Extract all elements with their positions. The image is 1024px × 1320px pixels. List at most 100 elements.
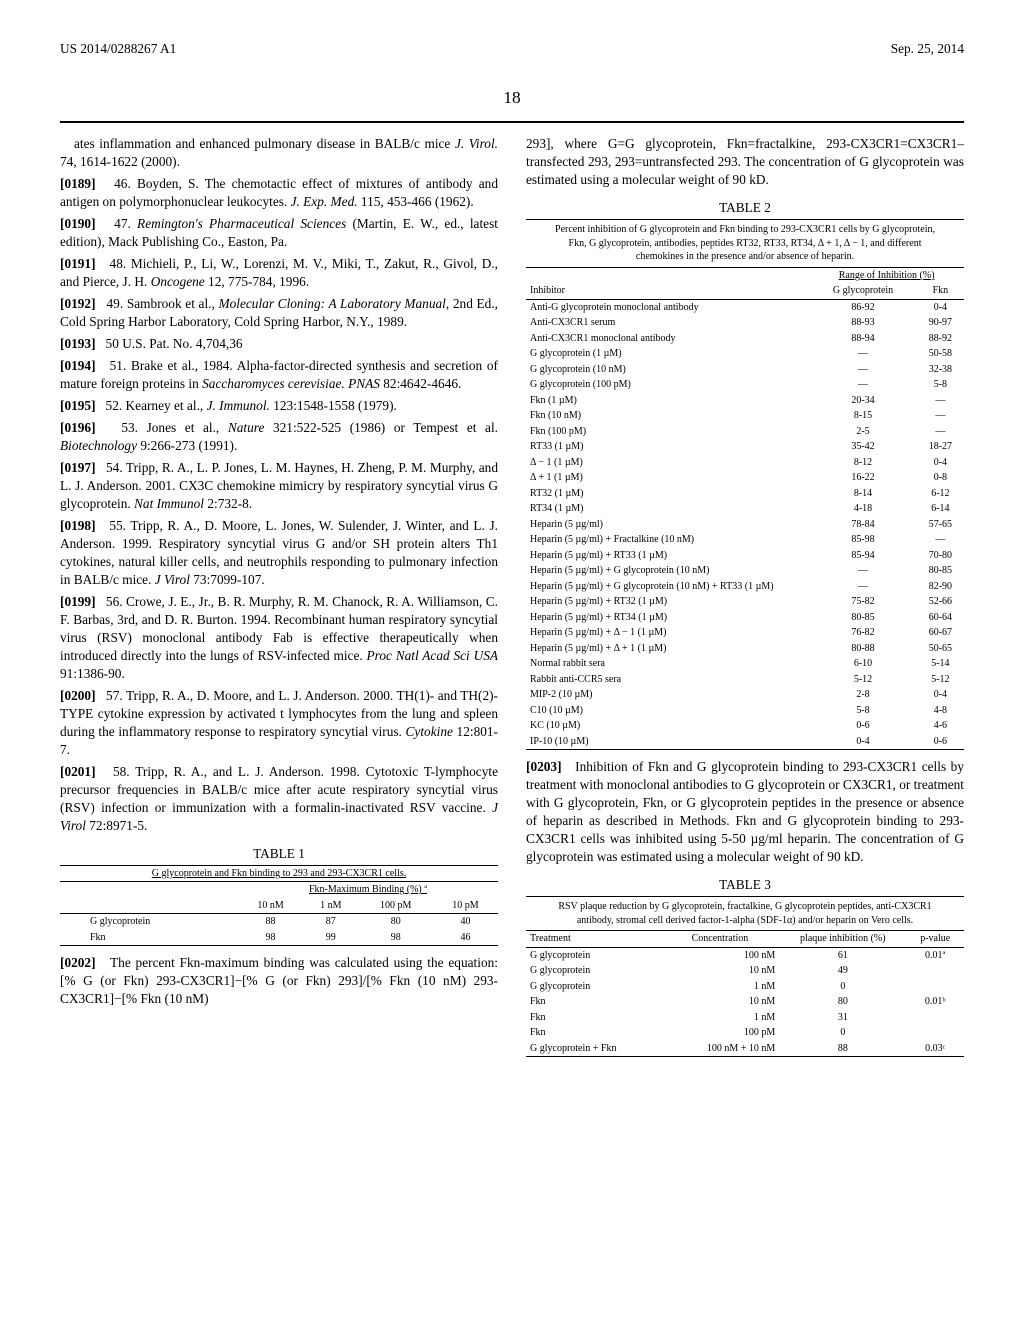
para-0202-text: The percent Fkn-maximum binding was calc… <box>60 955 498 1006</box>
reference-entry: [0201] 58. Tripp, R. A., and L. J. Ander… <box>60 763 498 835</box>
table-row: Heparin (5 µg/ml) + RT32 (1 µM)75-8252-6… <box>526 594 964 610</box>
table-row: Fkn (100 pM)2-5— <box>526 424 964 440</box>
ref-ital: Proc Natl Acad Sci USA <box>367 648 499 663</box>
table-row: KC (10 µM)0-64-6 <box>526 718 964 734</box>
table-row: RT34 (1 µM)4-186-14 <box>526 501 964 517</box>
table-row: Fkn10 nM800.01ᵇ <box>526 994 964 1010</box>
ref-num: [0200] <box>60 688 96 703</box>
table-row: Heparin (5 µg/ml) + RT33 (1 µM)85-9470-8… <box>526 548 964 564</box>
para-0203: [0203] Inhibition of Fkn and G glycoprot… <box>526 758 964 866</box>
two-column-layout: ates inflammation and enhanced pulmonary… <box>60 135 964 1065</box>
table-row: Fkn (1 µM)20-34— <box>526 393 964 409</box>
table3-col-3: p-value <box>906 931 964 948</box>
reference-entry: [0200] 57. Tripp, R. A., D. Moore, and L… <box>60 687 498 759</box>
table1-subtitle: G glycoprotein and Fkn binding to 293 an… <box>60 865 498 882</box>
table3-title: TABLE 3 <box>526 876 964 894</box>
table3-col-2: plaque inhibition (%) <box>779 931 906 948</box>
reference-entry: [0190] 47. Remington's Pharmaceutical Sc… <box>60 215 498 251</box>
intro-tail: 74, 1614-1622 (2000). <box>60 154 180 169</box>
table-row: Normal rabbit sera6-105-14 <box>526 656 964 672</box>
header-row: US 2014/0288267 A1 Sep. 25, 2014 <box>60 40 964 58</box>
table1-col-1: 1 nM <box>303 898 359 914</box>
reference-entry: [0191] 48. Michieli, P., Li, W., Lorenzi… <box>60 255 498 291</box>
right-column: 293], where G=G glycoprotein, Fkn=fracta… <box>526 135 964 1065</box>
reference-entry: [0192] 49. Sambrook et al., Molecular Cl… <box>60 295 498 331</box>
table-row: Fkn1 nM31 <box>526 1010 964 1026</box>
reference-entry: [0193] 50 U.S. Pat. No. 4,704,36 <box>60 335 498 353</box>
para-num-0202: [0202] <box>60 955 96 970</box>
intro-text: ates inflammation and enhanced pulmonary… <box>74 136 455 151</box>
reference-entry: [0197] 54. Tripp, R. A., L. P. Jones, L.… <box>60 459 498 513</box>
ref-ital: Molecular Cloning: A Laboratory Manual, <box>219 296 450 311</box>
ref-num: [0198] <box>60 518 96 533</box>
reference-entry: [0189] 46. Boyden, S. The chemotactic ef… <box>60 175 498 211</box>
table-row: Heparin (5 µg/ml) + Δ − 1 (1 µM)76-8260-… <box>526 625 964 641</box>
continuation-text: ates inflammation and enhanced pulmonary… <box>60 135 498 171</box>
table-row: Heparin (5 µg/ml) + Δ + 1 (1 µM)80-8850-… <box>526 641 964 657</box>
reference-entry: [0199] 56. Crowe, J. E., Jr., B. R. Murp… <box>60 593 498 683</box>
table-row: RT33 (1 µM)35-4218-27 <box>526 439 964 455</box>
table-row: RT32 (1 µM)8-146-12 <box>526 486 964 502</box>
table1-span-header: Fkn-Maximum Binding (%) ª <box>238 882 498 898</box>
table-row: G glycoprotein (100 pM)—5-8 <box>526 377 964 393</box>
table3-col-0: Treatment <box>526 931 661 948</box>
ref-ital: J. Immunol. <box>207 398 270 413</box>
ref-ital: J. Exp. Med. <box>291 194 358 209</box>
ref-num: [0195] <box>60 398 96 413</box>
ref-num: [0192] <box>60 296 96 311</box>
table-row: Heparin (5 µg/ml)78-8457-65 <box>526 517 964 533</box>
ref-num: [0189] <box>60 176 96 191</box>
table-row: Heparin (5 µg/ml) + G glycoprotein (10 n… <box>526 579 964 595</box>
table1-title: TABLE 1 <box>60 845 498 863</box>
table-row: Δ − 1 (1 µM)8-120-4 <box>526 455 964 471</box>
para-num-0203: [0203] <box>526 759 562 774</box>
table-row: G glycoprotein1 nM0 <box>526 979 964 995</box>
table-row: G glycoprotein88878040 <box>60 914 498 930</box>
table-row: G glycoprotein10 nM49 <box>526 963 964 979</box>
table-row: Anti-CX3CR1 serum88-9390-97 <box>526 315 964 331</box>
table-row: C10 (10 µM)5-84-8 <box>526 703 964 719</box>
publication-date: Sep. 25, 2014 <box>891 40 964 58</box>
table-row: Heparin (5 µg/ml) + Fractalkine (10 nM)8… <box>526 532 964 548</box>
table2-subcol-1: Fkn <box>917 283 964 299</box>
table-row: Fkn100 pM0 <box>526 1025 964 1041</box>
table1-col-0: 10 nM <box>238 898 303 914</box>
table-row: Anti-G glycoprotein monoclonal antibody8… <box>526 299 964 315</box>
ref-ital: Cytokine <box>406 724 453 739</box>
table-row: MIP-2 (10 µM)2-80-4 <box>526 687 964 703</box>
table-row: Anti-CX3CR1 monoclonal antibody88-9488-9… <box>526 331 964 347</box>
ref-ital: J Virol <box>155 572 190 587</box>
ref-num: [0191] <box>60 256 96 271</box>
table-row: Δ + 1 (1 µM)16-220-8 <box>526 470 964 486</box>
ref-ital: J Virol <box>60 800 498 833</box>
table2-subcol-0: G glycoprotein <box>809 283 916 299</box>
table2-inhibitor-header: Inhibitor <box>526 283 809 299</box>
ref-ital: Saccharomyces cerevisiae. PNAS <box>202 376 380 391</box>
table1-col-2: 100 pM <box>359 898 433 914</box>
table2-range-header: Range of Inhibition (%) <box>809 267 964 283</box>
ref-num: [0197] <box>60 460 96 475</box>
table1: G glycoprotein and Fkn binding to 293 an… <box>60 865 498 947</box>
ref-ital: Nature <box>228 420 265 435</box>
para-0202: [0202] The percent Fkn-maximum binding w… <box>60 954 498 1008</box>
table2: Percent inhibition of G glycoprotein and… <box>526 219 964 750</box>
ref-num: [0196] <box>60 420 96 435</box>
para-0203-text: Inhibition of Fkn and G glycoprotein bin… <box>526 759 964 864</box>
table-row: G glycoprotein (10 nM)—32-38 <box>526 362 964 378</box>
table3-col-1: Concentration <box>661 931 780 948</box>
publication-number: US 2014/0288267 A1 <box>60 40 176 58</box>
reference-entry: [0196] 53. Jones et al., Nature 321:522-… <box>60 419 498 455</box>
ref-ital: Remington's Pharmaceutical Sciences <box>137 216 346 231</box>
table3: RSV plaque reduction by G glycoprotein, … <box>526 896 964 1057</box>
table2-title: TABLE 2 <box>526 199 964 217</box>
table-row: Rabbit anti-CCR5 sera5-125-12 <box>526 672 964 688</box>
ref-num: [0201] <box>60 764 96 779</box>
table-row: G glycoprotein (1 µM)—50-58 <box>526 346 964 362</box>
reference-entry: [0195] 52. Kearney et al., J. Immunol. 1… <box>60 397 498 415</box>
ref-num: [0194] <box>60 358 96 373</box>
header-rule <box>60 121 964 123</box>
reference-entry: [0194] 51. Brake et al., 1984. Alpha-fac… <box>60 357 498 393</box>
ref-num: [0193] <box>60 336 96 351</box>
page-number: 18 <box>60 86 964 109</box>
table1-col-3: 10 pM <box>433 898 498 914</box>
